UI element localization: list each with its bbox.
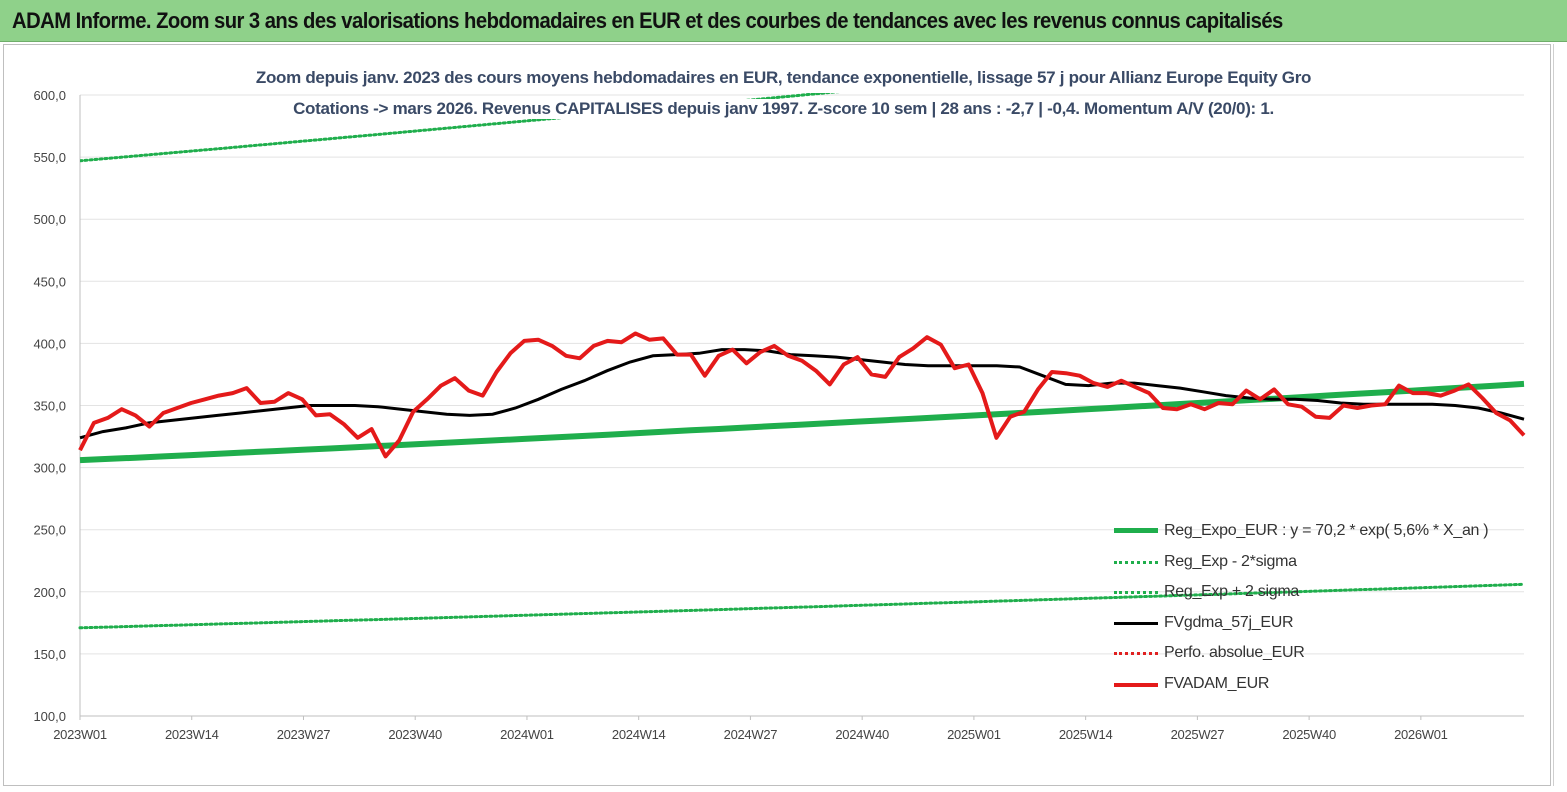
x-axis-ticks: 2023W01 2023W14 2023W27 2023W40 2024W01 2024W…: [53, 727, 1448, 742]
chart-title-line2: Cotations -> mars 2026. Revenus CAPITALI…: [0, 99, 1567, 119]
y-tick-label: 250,0: [33, 523, 66, 538]
y-tick-label: 100,0: [33, 709, 66, 724]
legend-swatch-perfo: [1114, 652, 1158, 656]
legend-item-reg-plus: Reg_Exp + 2 sigma: [1112, 577, 1488, 608]
legend-swatch-reg-minus: [1114, 560, 1158, 564]
chart-legend: Reg_Expo_EUR : y = 70,2 * exp( 5,6% * X_…: [1112, 516, 1489, 700]
chart-frame: [3, 44, 1551, 786]
chart-title-line1-text: Zoom depuis janv. 2023 des cours moyens …: [251, 68, 1316, 88]
banner-title: ADAM Informe. Zoom sur 3 ans des valoris…: [12, 8, 1283, 33]
legend-item-fvgdma: FVgdma_57j_EUR: [1112, 608, 1488, 639]
legend-label-perfo: Perfo. absolue_EUR: [1164, 644, 1305, 662]
x-tick-label: 2026W01: [1394, 727, 1448, 742]
x-tick-label: 2025W40: [1282, 727, 1336, 742]
legend-swatch-fvadam: [1114, 682, 1158, 687]
y-axis-ticks: 100,0 150,0 200,0 250,0 300,0 350,0 400,0 450,0…: [33, 88, 66, 724]
x-tick-label: 2025W27: [1171, 727, 1225, 742]
y-tick-label: 200,0: [33, 585, 66, 600]
legend-label-fvgdma: FVgdma_57j_EUR: [1164, 613, 1294, 631]
chart-title-line1: Zoom depuis janv. 2023 des cours moyens …: [0, 68, 1567, 88]
series-fvadam: [78, 331, 1526, 459]
x-tick-label: 2023W40: [388, 727, 442, 742]
x-tick-label: 2023W14: [165, 727, 219, 742]
x-tick-label: 2024W01: [500, 727, 554, 742]
x-tick-label: 2023W01: [53, 727, 107, 742]
y-tick-label: 450,0: [33, 274, 66, 289]
y-tick-label: 550,0: [33, 150, 66, 165]
legend-swatch-fvgdma: [1114, 621, 1158, 625]
chart-title-line2-text: Cotations -> mars 2026. Revenus CAPITALI…: [289, 99, 1278, 119]
chart-banner: ADAM Informe. Zoom sur 3 ans des valoris…: [0, 0, 1567, 42]
x-tick-label: 2025W14: [1059, 727, 1113, 742]
x-tick-label: 2023W27: [277, 727, 331, 742]
legend-swatch-reg-expo: [1114, 528, 1158, 533]
legend-item-reg-minus: Reg_Exp - 2*sigma: [1112, 547, 1488, 578]
y-tick-label: 350,0: [33, 399, 66, 414]
y-tick-label: 300,0: [33, 461, 66, 476]
legend-swatch-reg-plus: [1114, 591, 1158, 595]
legend-label-reg-minus: Reg_Exp - 2*sigma: [1164, 552, 1297, 570]
legend-label-fvadam: FVADAM_EUR: [1164, 674, 1270, 692]
x-tick-label: 2025W01: [947, 727, 1001, 742]
y-tick-label: 600,0: [33, 88, 66, 103]
x-tick-label: 2024W14: [612, 727, 666, 742]
x-tick-label: 2024W27: [724, 727, 778, 742]
y-tick-label: 500,0: [33, 212, 66, 227]
legend-item-perfo: Perfo. absolue_EUR: [1112, 638, 1488, 669]
x-tick-label: 2024W40: [835, 727, 889, 742]
series-lines: [78, 93, 1526, 630]
legend-item-reg-expo: Reg_Expo_EUR : y = 70,2 * exp( 5,6% * X_…: [1112, 516, 1489, 547]
scrollbar-strip[interactable]: [1553, 44, 1564, 786]
y-tick-label: 150,0: [33, 647, 66, 662]
legend-label-reg-plus: Reg_Exp + 2 sigma: [1164, 583, 1299, 601]
y-tick-label: 400,0: [33, 336, 66, 351]
series-reg-exp-minus-2sigma: [78, 582, 1526, 630]
series-reg-exp-plus-2sigma: [80, 93, 840, 163]
legend-item-fvadam: FVADAM_EUR: [1112, 669, 1488, 700]
legend-label-reg-expo: Reg_Expo_EUR : y = 70,2 * exp( 5,6% * X_…: [1164, 522, 1489, 539]
